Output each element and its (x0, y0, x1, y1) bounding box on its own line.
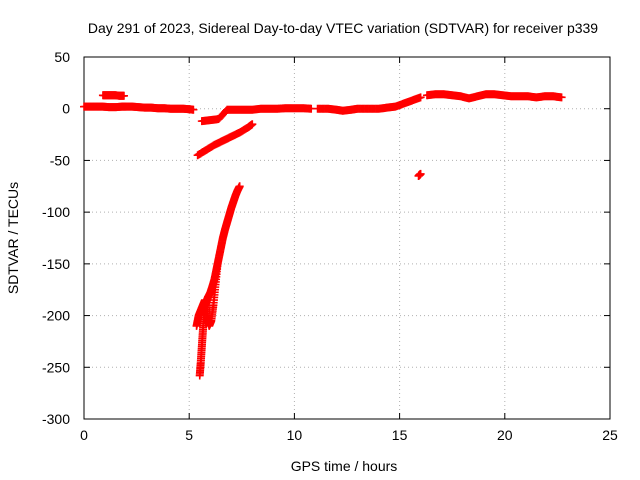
plot-frame (83, 56, 611, 420)
data-point (416, 169, 425, 178)
y-tick-label: -150 (42, 256, 70, 272)
x-tick-label: 10 (287, 427, 303, 443)
y-tick-label: -100 (42, 204, 70, 220)
y-tick-label: 50 (54, 49, 70, 65)
data-point (248, 120, 257, 129)
data-point (416, 93, 425, 102)
x-tick-label: 15 (392, 427, 408, 443)
y-tick-label: -300 (42, 411, 70, 427)
x-axis-label: GPS time / hours (291, 458, 398, 474)
y-tick-label: -50 (50, 152, 70, 168)
chart-title: Day 291 of 2023, Sidereal Day-to-day VTE… (88, 20, 598, 36)
data-point (213, 259, 222, 268)
data-point (119, 91, 128, 100)
data-point (235, 182, 244, 191)
x-tick-label: 20 (497, 427, 513, 443)
data-point (189, 105, 198, 114)
axis-ticks (83, 56, 611, 420)
gridlines (84, 57, 610, 419)
data-points (80, 90, 566, 380)
x-tick-label: 0 (80, 427, 88, 443)
x-tick-label: 25 (602, 427, 618, 443)
x-tick-labels: 0 5 10 15 20 25 (80, 427, 618, 443)
y-tick-labels: 50 0 -50 -100 -150 -200 -250 -300 (42, 49, 70, 427)
y-tick-label: -250 (42, 359, 70, 375)
y-tick-label: -200 (42, 308, 70, 324)
y-axis-label: SDTVAR / TECUs (5, 182, 21, 294)
x-tick-label: 5 (185, 427, 193, 443)
data-point (557, 93, 566, 102)
y-tick-label: 0 (62, 101, 70, 117)
